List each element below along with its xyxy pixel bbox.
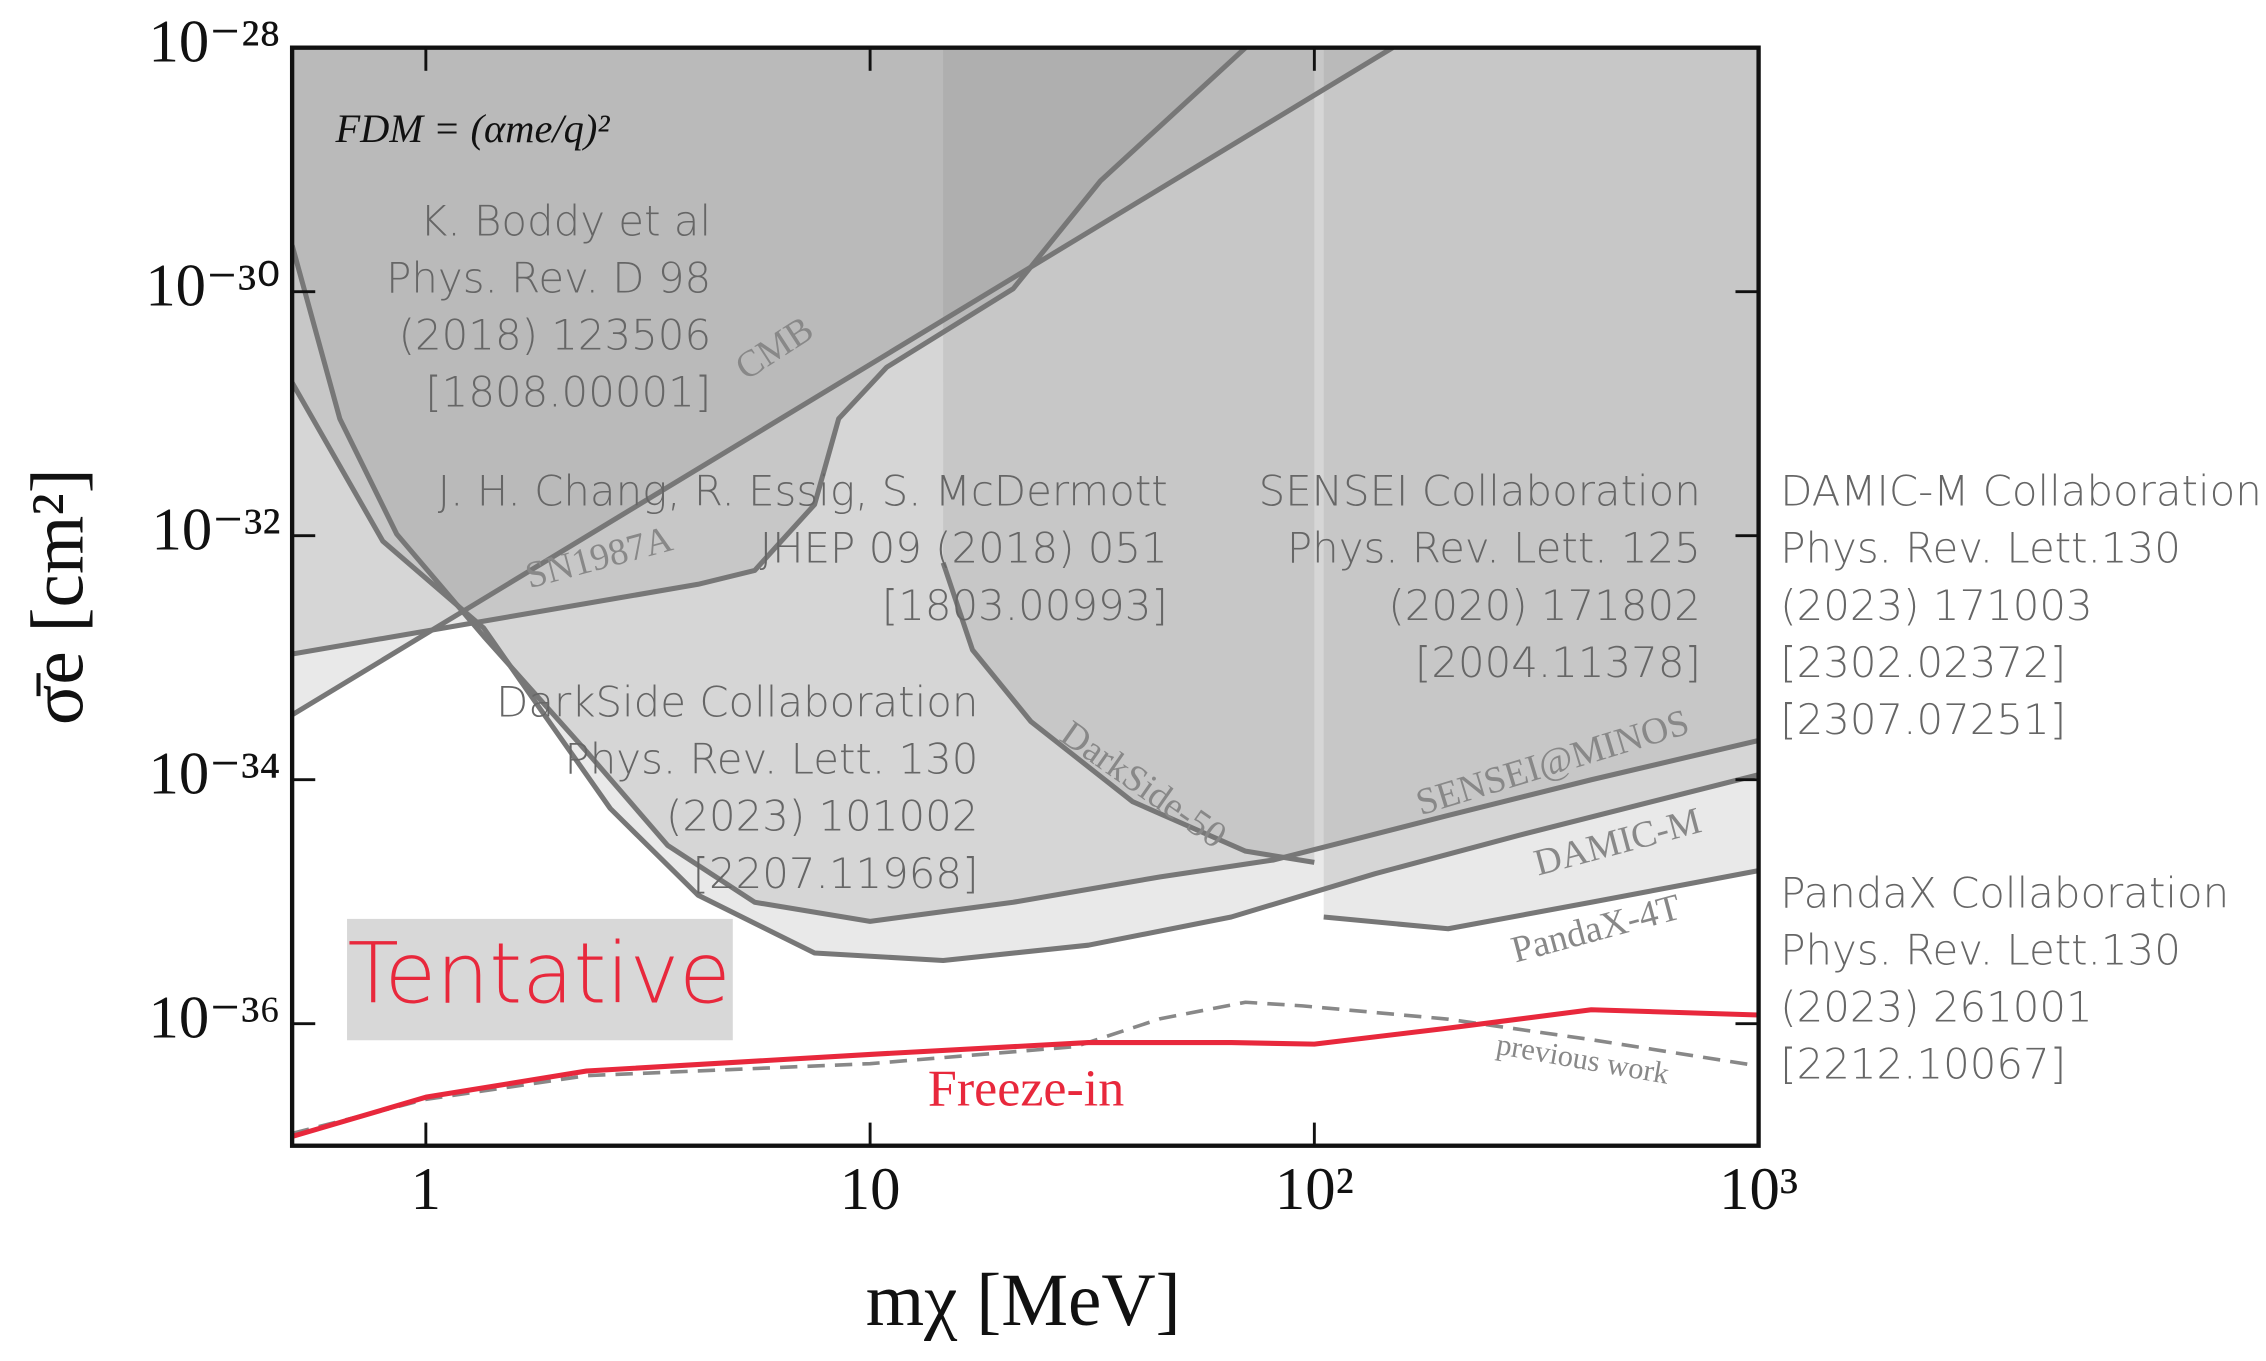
watermark: Tentative xyxy=(348,925,731,1023)
regions xyxy=(292,47,1759,961)
reference-text: Phys. Rev. Lett. 130 xyxy=(565,735,979,784)
plot-frame xyxy=(289,45,1761,1148)
x-tick-label: 1 xyxy=(411,1156,441,1223)
curve xyxy=(292,47,1248,657)
reference-text: Phys. Rev. D 98 xyxy=(386,254,711,303)
curve-label: Freeze-in xyxy=(928,1061,1124,1118)
reference-text: [2307.07251] xyxy=(1780,695,2066,744)
curve-label: previous work xyxy=(1494,1027,1672,1091)
reference-text: [2302.02372] xyxy=(1780,638,2066,687)
curves xyxy=(292,47,1759,1139)
curve xyxy=(292,1000,1759,1136)
y-tick-label: 10⁻²⁸ xyxy=(149,9,281,76)
x-tick-label: 10 xyxy=(840,1156,901,1223)
reference-text: [1803.00993] xyxy=(882,581,1168,630)
reference-text: PandaX Collaboration xyxy=(1780,868,2229,917)
reference-text: [2212.10067] xyxy=(1780,1039,2066,1088)
curve xyxy=(292,381,1759,964)
curve xyxy=(292,244,1759,924)
reference-text: DAMIC-M Collaboration xyxy=(1780,467,2262,516)
curve xyxy=(940,561,1315,865)
reference-text: JHEP 09 (2018) 051 xyxy=(760,524,1168,573)
reference-text: Phys. Rev. Lett. 125 xyxy=(1287,524,1701,573)
excluded-region xyxy=(292,47,1246,655)
reference-text: [2207.11968] xyxy=(693,849,979,898)
y-tick-label: 10⁻³⁶ xyxy=(149,985,281,1052)
reference-text: K. Boddy et al xyxy=(420,196,711,245)
excluded-region xyxy=(292,47,1759,961)
x-axis-label: mχ [MeV] xyxy=(866,1259,1181,1342)
reference-text: (2023) 261001 xyxy=(1780,982,2092,1031)
y-axis-label: σ̄e [cm²] xyxy=(17,468,100,725)
excluded-region xyxy=(292,47,1759,922)
reference-text: (2023) 171003 xyxy=(1780,581,2092,630)
reference-text: (2023) 101002 xyxy=(666,792,978,841)
reference-text: [2004.11378] xyxy=(1415,638,1701,687)
excluded-region xyxy=(1323,47,1759,929)
reference-text: DarkSide Collaboration xyxy=(496,678,978,727)
y-tick-label: 10⁻³⁰ xyxy=(145,253,280,320)
y-tick-label: 10⁻³² xyxy=(151,497,280,564)
curve xyxy=(292,47,1394,718)
reference-text: Phys. Rev. Lett.130 xyxy=(1780,925,2181,974)
excluded-region xyxy=(943,47,1315,863)
curve xyxy=(292,1007,1759,1139)
formula: FDM = (αme/q)² xyxy=(334,106,610,151)
x-tick-label: 10³ xyxy=(1719,1156,1798,1223)
reference-text: Phys. Rev. Lett.130 xyxy=(1780,524,2181,573)
reference-text: (2018) 123506 xyxy=(399,311,711,360)
reference-text: [1808.00001] xyxy=(425,368,711,417)
x-tick-label: 10² xyxy=(1275,1156,1354,1223)
curve xyxy=(1323,868,1759,932)
y-tick-label: 10⁻³⁴ xyxy=(149,741,281,808)
reference-text: SENSEI Collaboration xyxy=(1259,467,1701,516)
watermark-box xyxy=(347,918,733,1041)
reference-text: (2020) 171802 xyxy=(1388,581,1700,630)
reference-text: J. H. Chang, R. Essig, S. McDermott xyxy=(438,467,1168,516)
